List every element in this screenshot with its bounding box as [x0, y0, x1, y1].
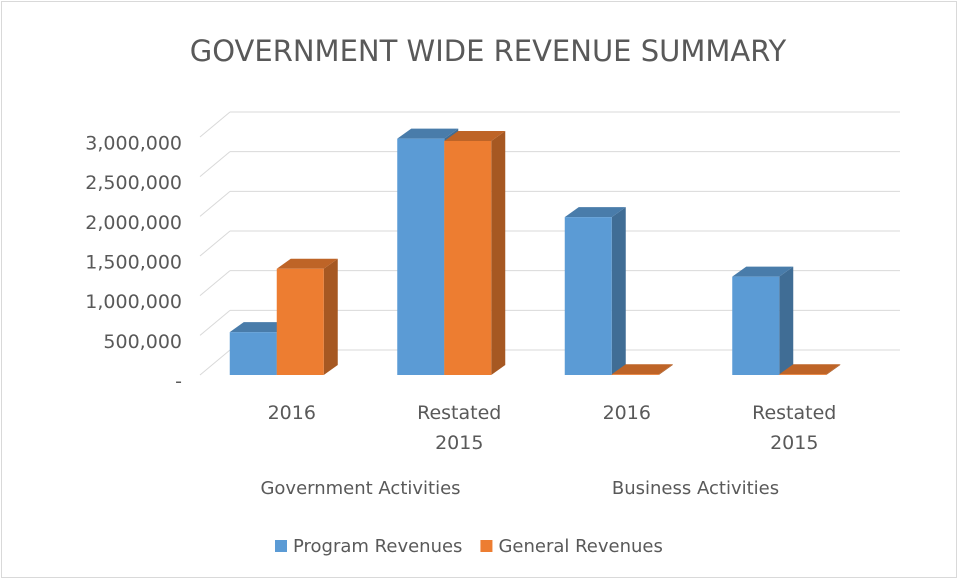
bar — [611, 364, 673, 375]
bar-front — [732, 276, 780, 375]
x-tick-label: 2016 — [267, 402, 316, 424]
legend-swatch — [275, 540, 287, 552]
bar-top — [732, 266, 794, 277]
bar-side — [779, 266, 794, 375]
bar-side — [611, 207, 626, 375]
y-tick-label: 2,000,000 — [85, 212, 182, 234]
bar-front — [611, 374, 659, 375]
bar — [779, 364, 841, 375]
bar — [276, 258, 338, 375]
bar-side — [658, 364, 673, 375]
y-tick-label: 1,000,000 — [85, 291, 182, 313]
grid-line — [199, 270, 231, 297]
y-tick-label: 2,500,000 — [85, 172, 182, 194]
bar-top — [611, 364, 673, 375]
legend-label: General Revenues — [498, 536, 662, 557]
bar-front — [276, 268, 324, 375]
bar — [564, 207, 626, 375]
bar-front — [229, 332, 277, 375]
chart-title: GOVERNMENT WIDE REVENUE SUMMARY — [190, 34, 787, 68]
bar — [732, 266, 794, 375]
x-tick-label: Restated 2015 — [417, 402, 502, 454]
bar-front — [397, 138, 445, 375]
x-tick-label: 2016 — [602, 402, 651, 424]
bar-front — [564, 217, 612, 375]
bar-front — [444, 140, 492, 375]
grid-line — [199, 190, 231, 217]
y-tick-label: 1,500,000 — [85, 252, 182, 274]
bar — [444, 130, 506, 375]
y-tick-label: 500,000 — [103, 331, 182, 353]
bar-side — [323, 258, 338, 375]
grid-line — [199, 309, 231, 336]
bar-top — [444, 130, 506, 141]
bar-front — [779, 374, 827, 375]
bar-side — [826, 364, 841, 375]
grid-line — [199, 111, 231, 138]
bar-top — [397, 128, 459, 139]
group-label: Business Activities — [611, 478, 780, 499]
bar-side — [491, 130, 506, 375]
bar-top — [564, 207, 626, 218]
x-tick-label: Restated 2015 — [752, 402, 837, 454]
group-label: Government Activities — [260, 478, 461, 499]
grid-line — [199, 151, 231, 178]
grid-line — [199, 349, 231, 376]
bar-top — [276, 258, 338, 269]
bar-top — [229, 322, 291, 333]
y-tick-label: - — [175, 371, 182, 393]
legend-swatch — [480, 540, 493, 552]
bar-top — [779, 364, 841, 375]
legend-label: Program Revenues — [293, 536, 462, 557]
y-tick-label: 3,000,000 — [85, 133, 182, 155]
grid-line — [199, 230, 231, 257]
